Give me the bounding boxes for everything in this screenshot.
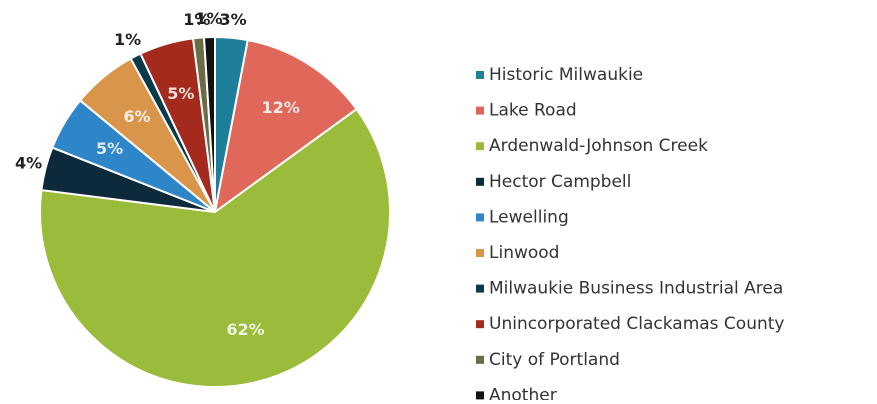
legend-swatch xyxy=(476,391,484,400)
legend-label: Ardenwald-Johnson Creek xyxy=(489,136,708,156)
value-label: 1% xyxy=(114,30,141,49)
legend-swatch xyxy=(476,177,484,186)
legend-label: Lewelling xyxy=(489,207,569,227)
legend-label: Unincorporated Clackamas County xyxy=(489,314,784,334)
value-label: 3% xyxy=(220,10,247,29)
value-label: 6% xyxy=(123,107,150,126)
legend-swatch xyxy=(476,106,484,115)
legend-swatch xyxy=(476,142,484,151)
legend-label: Another xyxy=(489,385,557,400)
legend-swatch xyxy=(476,249,484,257)
value-label: 12% xyxy=(261,98,299,117)
legend-label: Historic Milwaukie xyxy=(489,65,643,85)
legend-label: City of Portland xyxy=(489,350,620,370)
pie-slice xyxy=(213,38,358,215)
legend-label: Milwaukie Business Industrial Area xyxy=(489,279,783,299)
legend-swatch xyxy=(476,71,484,79)
legend-swatch xyxy=(476,284,484,293)
value-label: 1% xyxy=(183,10,210,29)
legend-swatch xyxy=(476,355,484,364)
legend-label: Lake Road xyxy=(489,101,577,121)
legend-swatch xyxy=(476,213,484,222)
legend-label: Linwood xyxy=(489,243,559,263)
value-label: 62% xyxy=(226,320,264,339)
pie-slice xyxy=(202,35,216,213)
value-label: 4% xyxy=(15,154,42,173)
legend-label: Hector Campbell xyxy=(489,172,631,192)
value-label: 1% xyxy=(195,9,222,28)
pie-slice xyxy=(39,107,391,388)
value-label: 5% xyxy=(96,139,123,158)
legend-swatch xyxy=(476,320,484,329)
value-label: 5% xyxy=(167,84,194,103)
